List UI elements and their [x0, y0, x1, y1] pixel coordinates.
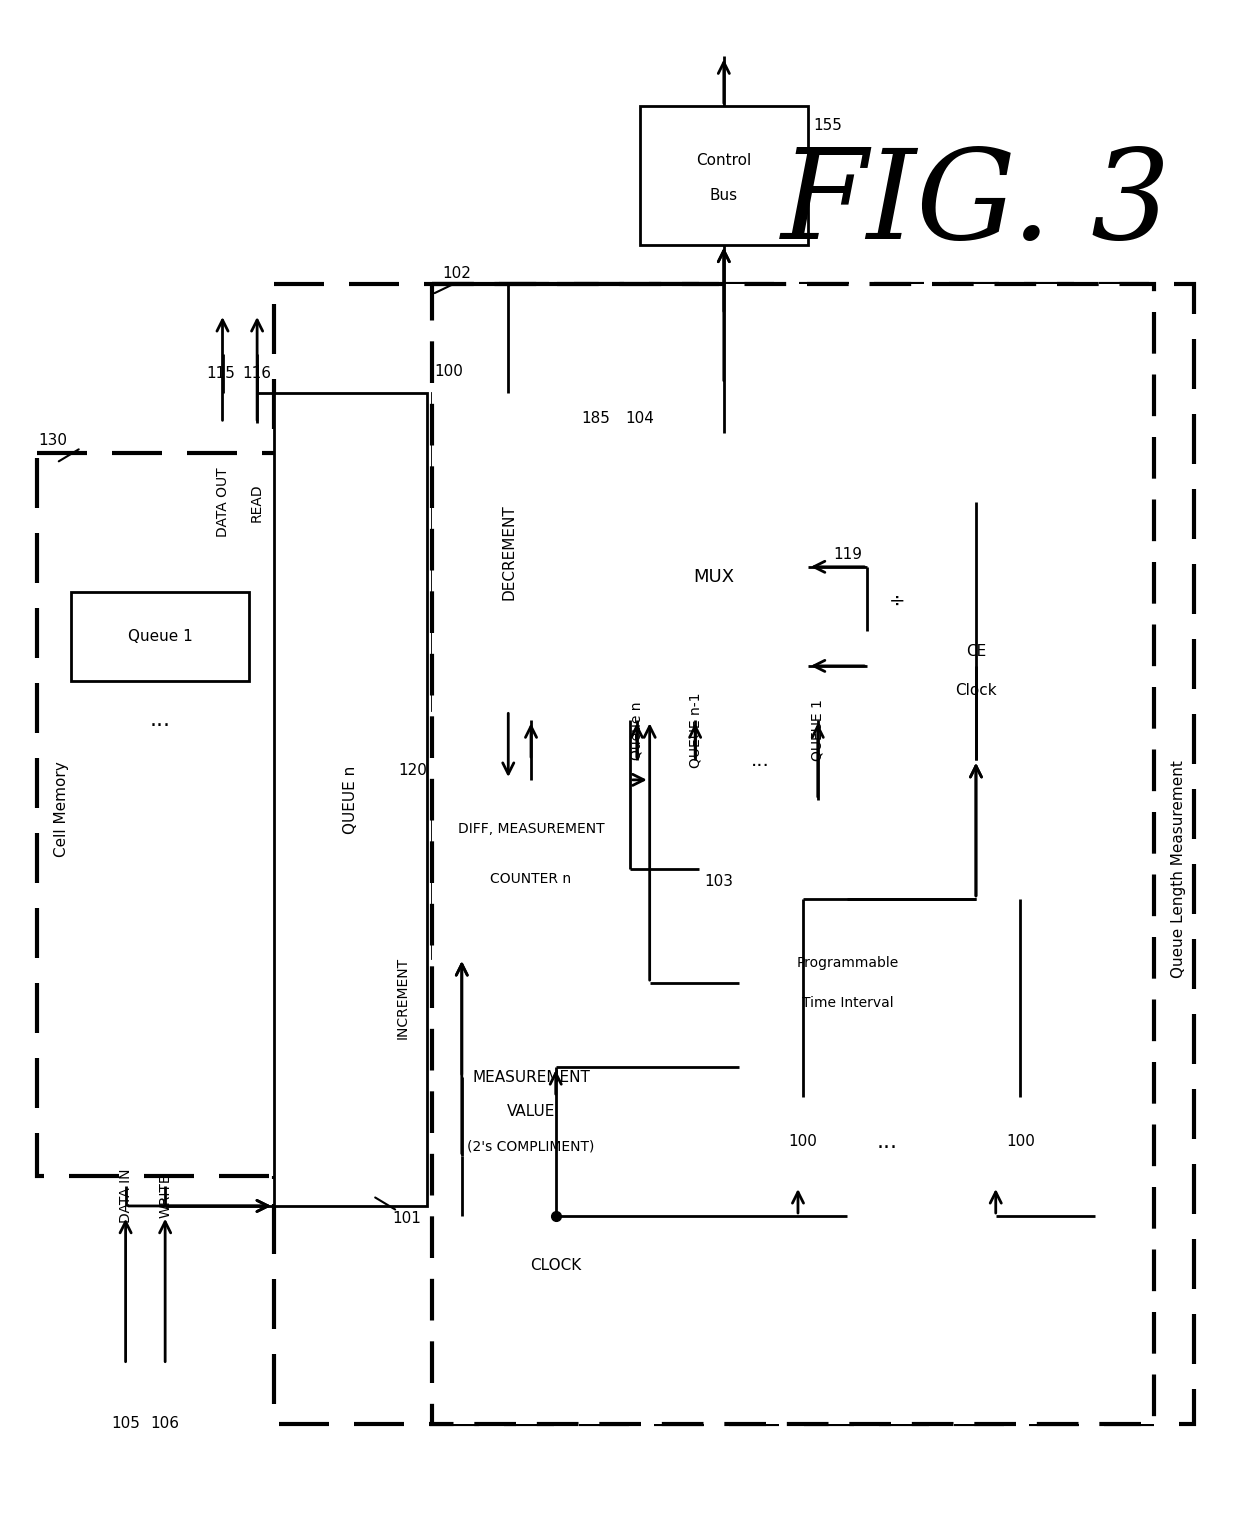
- Text: 119: 119: [833, 546, 862, 562]
- Polygon shape: [739, 1097, 867, 1186]
- Text: Time Interval: Time Interval: [801, 996, 893, 1010]
- Text: ÷: ÷: [889, 592, 905, 610]
- Text: MEASUREMENT: MEASUREMENT: [472, 1069, 590, 1085]
- Text: VALUE: VALUE: [507, 1105, 556, 1120]
- Text: MUX: MUX: [693, 568, 734, 586]
- Text: 101: 101: [393, 1210, 422, 1226]
- Text: 130: 130: [38, 433, 68, 448]
- Text: QUEUE n-1: QUEUE n-1: [688, 693, 702, 768]
- Text: FIG. 3: FIG. 3: [781, 144, 1172, 266]
- Text: DIFF, MEASUREMENT: DIFF, MEASUREMENT: [458, 823, 604, 837]
- Text: 104: 104: [625, 410, 653, 425]
- Polygon shape: [274, 393, 428, 1206]
- Text: 106: 106: [150, 1417, 180, 1432]
- Text: ...: ...: [877, 1132, 898, 1152]
- Text: 115: 115: [206, 366, 234, 381]
- Text: DECREMENT: DECREMENT: [501, 503, 516, 600]
- Polygon shape: [620, 433, 808, 721]
- Text: 105: 105: [112, 1417, 140, 1432]
- Polygon shape: [640, 106, 808, 245]
- Text: 185: 185: [582, 410, 610, 425]
- Text: (2's COMPLIMENT): (2's COMPLIMENT): [467, 1140, 595, 1154]
- Text: CE: CE: [966, 644, 986, 658]
- Text: 100: 100: [789, 1134, 817, 1149]
- Text: Cell Memory: Cell Memory: [53, 762, 69, 857]
- Text: Clock: Clock: [955, 684, 997, 698]
- Text: 120: 120: [398, 763, 428, 777]
- Text: CLOCK: CLOCK: [531, 1258, 582, 1273]
- Text: 116: 116: [243, 366, 272, 381]
- Text: WRITE: WRITE: [159, 1174, 172, 1218]
- Text: INCREMENT: INCREMENT: [396, 956, 409, 1039]
- Text: QUEUE n: QUEUE n: [343, 765, 358, 834]
- Polygon shape: [274, 285, 1194, 1424]
- Polygon shape: [956, 1097, 1085, 1186]
- Polygon shape: [71, 592, 249, 681]
- Text: COUNTER n: COUNTER n: [491, 872, 572, 886]
- Text: ...: ...: [150, 710, 171, 730]
- Text: 102: 102: [441, 266, 471, 282]
- Text: Queue Length Measurement: Queue Length Measurement: [1171, 760, 1187, 978]
- Text: Programmable: Programmable: [796, 956, 899, 970]
- Polygon shape: [37, 453, 279, 1177]
- Text: 100: 100: [434, 364, 463, 378]
- Text: Bus: Bus: [709, 188, 738, 202]
- Text: ...: ...: [751, 751, 770, 770]
- Polygon shape: [432, 780, 630, 958]
- Polygon shape: [867, 572, 1085, 760]
- Polygon shape: [432, 393, 585, 710]
- Text: Queue 1: Queue 1: [128, 629, 192, 644]
- Text: Control: Control: [696, 153, 751, 168]
- Text: QUEUE 1: QUEUE 1: [811, 699, 825, 762]
- Text: DATA OUT: DATA OUT: [216, 468, 229, 537]
- Text: Queue n: Queue n: [630, 701, 644, 759]
- Text: 103: 103: [704, 874, 734, 889]
- Text: 155: 155: [812, 118, 842, 133]
- Text: DATA IN: DATA IN: [119, 1169, 133, 1224]
- Text: READ: READ: [250, 483, 264, 522]
- Polygon shape: [739, 898, 956, 1068]
- Polygon shape: [461, 1216, 650, 1314]
- Text: 100: 100: [1006, 1134, 1035, 1149]
- Polygon shape: [432, 285, 1154, 1424]
